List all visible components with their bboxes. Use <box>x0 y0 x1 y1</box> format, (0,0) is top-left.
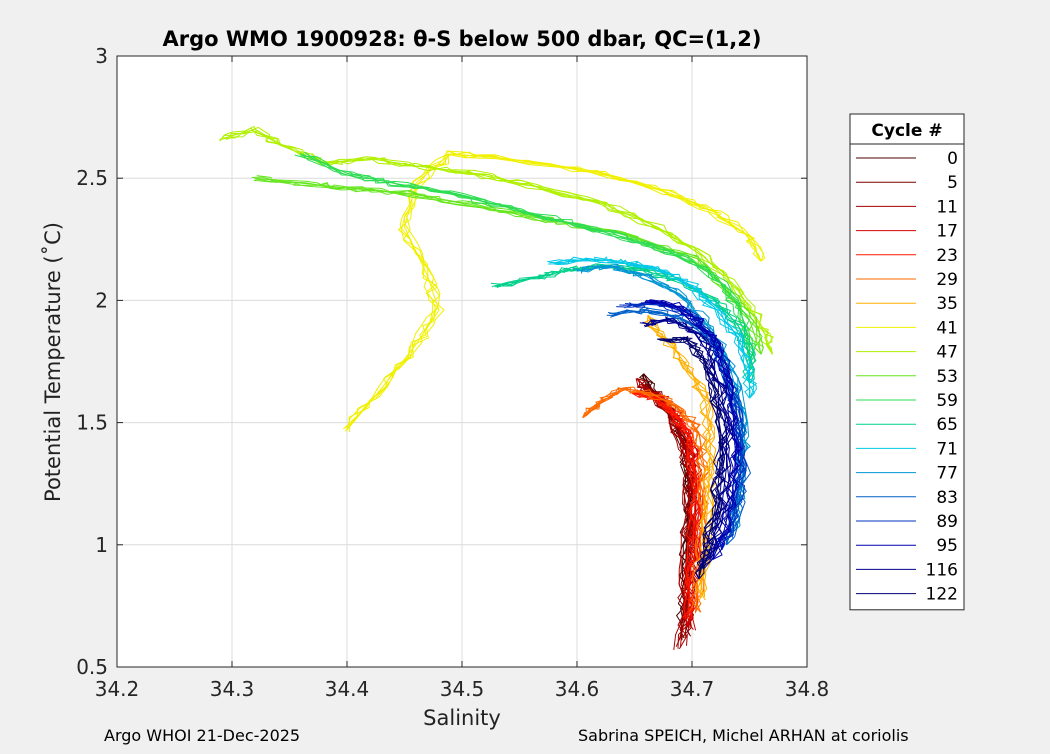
x-tick-label: 34.4 <box>325 677 370 701</box>
footer-right: Sabrina SPEICH, Michel ARHAN at coriolis <box>578 726 909 745</box>
series-line-cycle-59 <box>304 155 757 369</box>
legend-label: 35 <box>936 294 958 314</box>
y-tick-label: 0.5 <box>76 655 108 679</box>
legend-label: 83 <box>936 488 958 508</box>
chart-title: Argo WMO 1900928: θ-S below 500 dbar, QC… <box>163 27 762 51</box>
series-line-cycle-71 <box>547 256 757 399</box>
legend-label: 5 <box>947 173 958 193</box>
legend-label: 71 <box>936 439 958 459</box>
y-tick-label: 1.5 <box>76 411 108 435</box>
series-line-cycle-41 <box>348 151 765 433</box>
series-line-cycle-59 <box>294 154 756 369</box>
legend-label: 17 <box>936 222 958 242</box>
series-group <box>219 125 775 651</box>
legend-label: 23 <box>936 246 958 266</box>
legend-label: 65 <box>936 415 958 435</box>
axis-ticks: 34.2 34.3 34.4 34.5 34.6 34.7 34.8 0.5 1 1.5 2 2.5 3 <box>76 44 829 701</box>
legend-label: 89 <box>936 512 958 532</box>
series-line-cycle-41 <box>346 153 762 429</box>
y-tick-label: 2 <box>95 288 108 312</box>
series-line-cycle-95 <box>644 299 738 560</box>
x-tick-label: 34.6 <box>555 677 600 701</box>
series-line-cycle-47 <box>220 125 775 355</box>
legend-label: 77 <box>936 464 958 484</box>
series-line-cycle-65 <box>496 264 757 384</box>
series-line-cycle-53 <box>251 176 763 355</box>
series-line-cycle-116 <box>651 319 733 570</box>
legend-label: 11 <box>936 197 958 217</box>
x-tick-label: 34.8 <box>785 677 830 701</box>
series-line-cycle-47 <box>225 129 773 355</box>
series-line-cycle-47 <box>223 130 773 355</box>
series-line-cycle-95 <box>649 299 740 560</box>
series-line-cycle-71 <box>555 258 758 399</box>
x-tick-label: 34.5 <box>440 677 485 701</box>
legend-label: 41 <box>936 318 958 338</box>
legend-label: 116 <box>926 560 958 580</box>
y-tick-label: 3 <box>95 44 108 68</box>
y-axis-label: Potential Temperature (˚C) <box>41 222 65 502</box>
series-line-cycle-95 <box>640 299 740 560</box>
legend-box <box>849 113 965 611</box>
legend: Cycle #0 5 11 17 23 29 35 41 47 53 59 65 71 77 83 89 95 1… <box>849 113 965 611</box>
legend-label: 59 <box>936 391 958 411</box>
x-tick-label: 34.2 <box>95 677 140 701</box>
series-line-cycle-23 <box>631 392 700 617</box>
series-line-cycle-53 <box>254 178 764 355</box>
series-line-cycle-53 <box>253 178 762 355</box>
x-axis-label: Salinity <box>423 706 501 730</box>
legend-label: 29 <box>936 270 958 290</box>
series-line-cycle-122 <box>657 335 724 580</box>
series-line-cycle-41 <box>342 150 762 430</box>
legend-label: 0 <box>947 149 958 169</box>
series-line-cycle-23 <box>631 392 701 621</box>
series-line-cycle-47 <box>219 127 773 355</box>
legend-label: 53 <box>936 367 958 387</box>
x-tick-label: 34.3 <box>210 677 255 701</box>
y-tick-label: 2.5 <box>76 166 108 190</box>
legend-title: Cycle # <box>871 121 942 141</box>
legend-label: 95 <box>936 536 958 556</box>
y-tick-label: 1 <box>95 533 108 557</box>
legend-label: 122 <box>926 585 958 605</box>
series-line-cycle-65 <box>496 265 756 384</box>
footer-left: Argo WHOI 21-Dec-2025 <box>104 726 300 745</box>
x-tick-label: 34.7 <box>670 677 715 701</box>
legend-label: 47 <box>936 343 958 363</box>
